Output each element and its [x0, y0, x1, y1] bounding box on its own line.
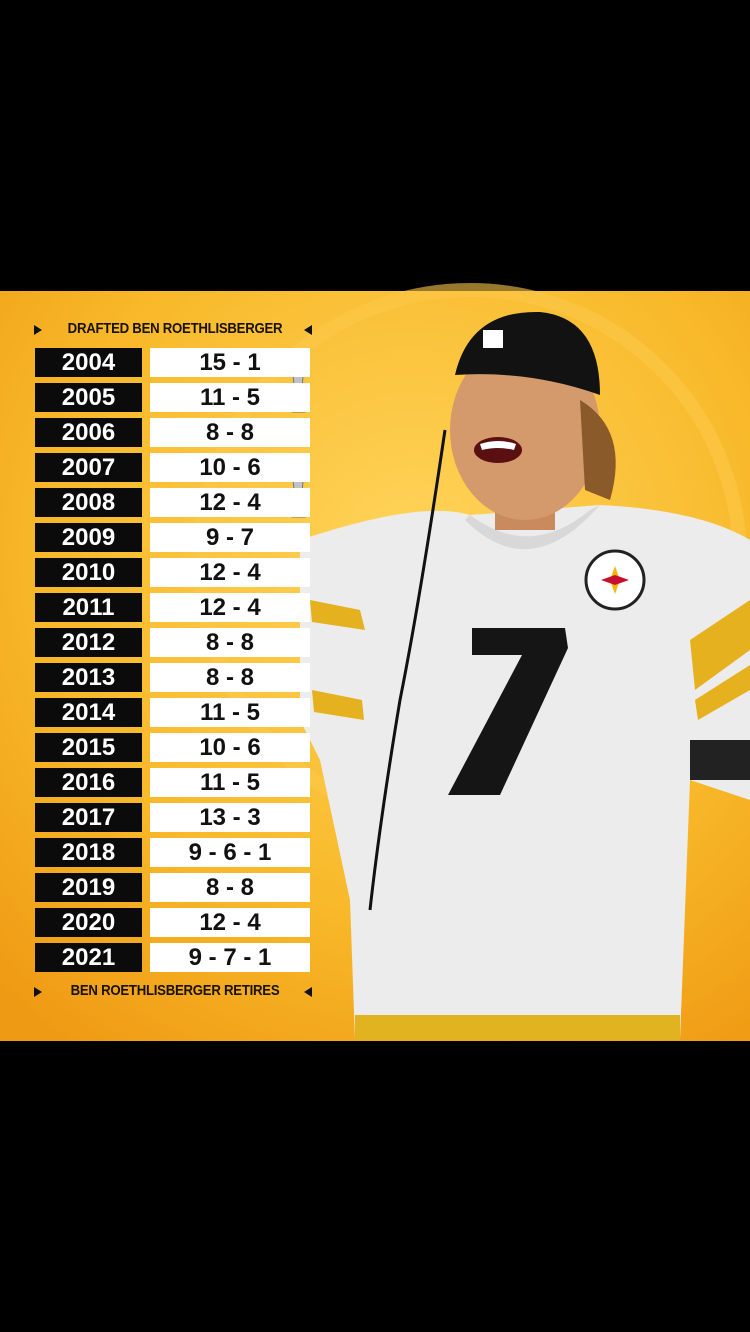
record-cell: 8 - 8 — [150, 663, 310, 692]
year-cell: 2017 — [35, 803, 142, 832]
year-cell: 2020 — [35, 908, 142, 937]
record-cell: 11 - 5 — [150, 768, 310, 797]
record-cell: 12 - 4 — [150, 593, 310, 622]
year-cell: 2007 — [35, 453, 142, 482]
year-cell: 2016 — [35, 768, 142, 797]
record-cell: 8 - 8 — [150, 873, 310, 902]
year-cell: 2019 — [35, 873, 142, 902]
year-cell: 2009 — [35, 523, 142, 552]
year-cell: 2004 — [35, 348, 142, 377]
year-cell: 2005 — [35, 383, 142, 412]
record-cell: 12 - 4 — [150, 488, 310, 517]
year-cell: 2013 — [35, 663, 142, 692]
record-cell: 13 - 3 — [150, 803, 310, 832]
record-cell: 9 - 7 — [150, 523, 310, 552]
header-caption: DRAFTED BEN ROETHLISBERGER — [67, 320, 283, 337]
year-cell: 2018 — [35, 838, 142, 867]
record-cell: 8 - 8 — [150, 418, 310, 447]
year-cell: 2008 — [35, 488, 142, 517]
record-cell: 9 - 6 - 1 — [150, 838, 310, 867]
year-cell: 2014 — [35, 698, 142, 727]
record-cell: 10 - 6 — [150, 733, 310, 762]
year-cell: 2012 — [35, 628, 142, 657]
record-cell: 11 - 5 — [150, 698, 310, 727]
record-cell: 12 - 4 — [150, 558, 310, 587]
year-cell: 2021 — [35, 943, 142, 972]
year-cell: 2015 — [35, 733, 142, 762]
caption-arrows — [34, 325, 312, 997]
record-cell: 10 - 6 — [150, 453, 310, 482]
record-cell: 11 - 5 — [150, 383, 310, 412]
year-cell: 2010 — [35, 558, 142, 587]
record-cell: 9 - 7 - 1 — [150, 943, 310, 972]
player-photo — [300, 311, 750, 1040]
record-cell: 15 - 1 — [150, 348, 310, 377]
record-cell: 12 - 4 — [150, 908, 310, 937]
record-cell: 8 - 8 — [150, 628, 310, 657]
year-cell: 2011 — [35, 593, 142, 622]
year-cell: 2006 — [35, 418, 142, 447]
footer-caption: BEN ROETHLISBERGER RETIRES — [70, 982, 280, 999]
